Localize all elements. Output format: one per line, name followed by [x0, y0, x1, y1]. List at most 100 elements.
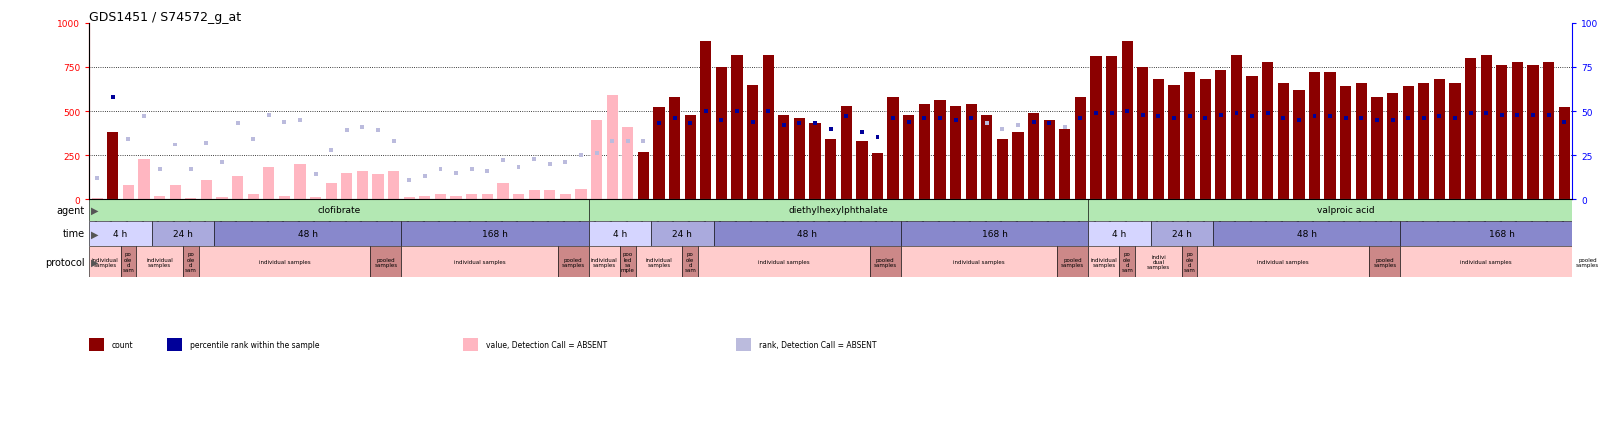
Point: [896, 119, 922, 126]
Point: [1130, 112, 1156, 119]
Point: [988, 126, 1014, 133]
Bar: [1044, 121, 1055, 200]
Bar: [949, 106, 961, 200]
Text: protocol: protocol: [45, 257, 84, 267]
Bar: [902, 115, 914, 200]
Bar: [1355, 84, 1367, 200]
Bar: [232, 177, 243, 200]
Text: individual samples: individual samples: [953, 260, 1005, 265]
Bar: [310, 198, 321, 200]
Bar: [730, 56, 742, 200]
Bar: [605, 96, 617, 200]
Text: individual
samples: individual samples: [591, 257, 617, 267]
Text: agent: agent: [57, 205, 84, 215]
Point: [1550, 119, 1576, 126]
Point: [1316, 114, 1342, 121]
Bar: [1182, 247, 1196, 278]
Point: [818, 126, 844, 133]
Bar: [1527, 66, 1537, 200]
Bar: [1464, 59, 1475, 200]
Bar: [247, 194, 258, 200]
Point: [1208, 112, 1233, 119]
Bar: [1058, 129, 1070, 200]
Text: pooled
samples: pooled samples: [373, 257, 398, 267]
Point: [131, 114, 157, 121]
Text: 4 h: 4 h: [114, 229, 128, 238]
Text: clofibrate: clofibrate: [316, 206, 360, 215]
Bar: [401, 247, 557, 278]
Bar: [185, 199, 196, 200]
Text: ▶: ▶: [91, 229, 99, 239]
Bar: [91, 199, 102, 200]
Text: diethylhexylphthalate: diethylhexylphthalate: [789, 206, 888, 215]
Point: [1363, 117, 1389, 124]
Point: [849, 129, 875, 136]
Bar: [1027, 114, 1039, 200]
Bar: [1277, 84, 1289, 200]
Bar: [1558, 108, 1569, 200]
Point: [1300, 114, 1326, 121]
Bar: [575, 189, 586, 200]
Point: [224, 121, 250, 128]
Point: [880, 115, 906, 122]
Text: 4 h: 4 h: [612, 229, 626, 238]
Text: ▶: ▶: [91, 257, 99, 267]
Bar: [1448, 84, 1459, 200]
Point: [863, 135, 889, 141]
Point: [1255, 110, 1281, 117]
Bar: [1324, 73, 1334, 200]
Bar: [169, 186, 180, 200]
Bar: [1370, 98, 1381, 200]
Bar: [326, 184, 336, 200]
Bar: [401, 221, 589, 247]
Bar: [89, 221, 151, 247]
Point: [646, 121, 672, 128]
Bar: [698, 247, 870, 278]
Bar: [589, 200, 1087, 221]
Bar: [216, 198, 227, 200]
Bar: [622, 128, 633, 200]
Point: [146, 166, 172, 173]
Text: individual samples: individual samples: [1459, 260, 1511, 265]
Point: [1160, 115, 1186, 122]
Point: [505, 164, 531, 171]
Text: pooled
samples: pooled samples: [873, 257, 896, 267]
Text: po
ole
d
sam: po ole d sam: [185, 252, 196, 273]
Point: [1535, 112, 1561, 119]
Point: [583, 151, 609, 158]
Text: 24 h: 24 h: [1172, 229, 1191, 238]
Bar: [638, 152, 649, 200]
Text: rank, Detection Call = ABSENT: rank, Detection Call = ABSENT: [758, 341, 876, 349]
Point: [911, 115, 936, 122]
Point: [1332, 115, 1358, 122]
Point: [1425, 114, 1451, 121]
Point: [661, 115, 687, 122]
Point: [693, 108, 719, 115]
Point: [568, 152, 594, 159]
Point: [162, 141, 188, 148]
Bar: [89, 200, 589, 221]
Bar: [1433, 80, 1444, 200]
Bar: [198, 247, 370, 278]
Bar: [1386, 94, 1397, 200]
Bar: [777, 115, 789, 200]
Bar: [435, 194, 446, 200]
Point: [380, 138, 406, 145]
Point: [1083, 110, 1109, 117]
Point: [1503, 112, 1529, 119]
Text: valproic acid: valproic acid: [1316, 206, 1373, 215]
Bar: [669, 98, 680, 200]
Point: [1052, 124, 1078, 131]
Bar: [497, 184, 508, 200]
Bar: [591, 121, 602, 200]
Bar: [966, 105, 975, 200]
Point: [1347, 115, 1373, 122]
Bar: [1542, 62, 1553, 200]
Text: po
ole
d
sam: po ole d sam: [1183, 252, 1195, 273]
Point: [927, 115, 953, 122]
Point: [738, 119, 764, 126]
Bar: [513, 194, 524, 200]
Point: [1457, 110, 1483, 117]
Bar: [120, 247, 136, 278]
Bar: [1057, 247, 1087, 278]
